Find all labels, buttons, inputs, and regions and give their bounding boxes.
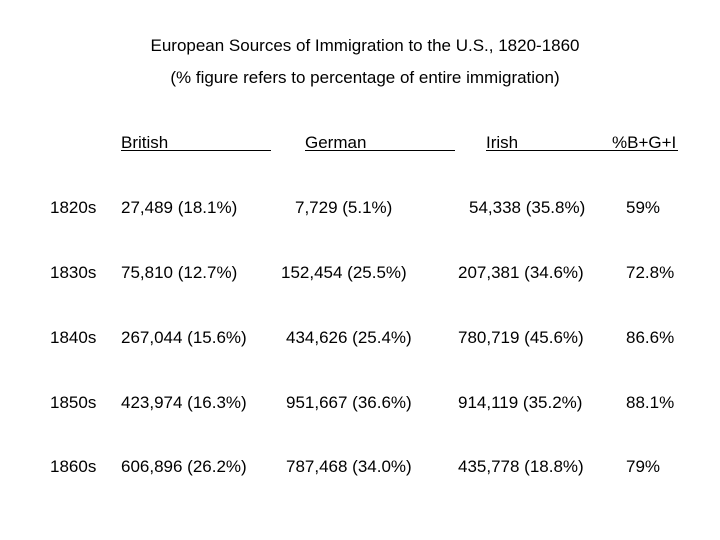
cell-irish: 54,338 (35.8%) [469,198,586,217]
cell-german: 951,667 (36.6%) [286,393,412,412]
cell-british: 27,489 (18.1%) [121,198,238,217]
page-subtitle: (% figure refers to percentage of entire… [170,68,560,87]
row-decade: 1860s [50,457,97,476]
cell-british: 606,896 (26.2%) [121,457,247,476]
cell-german: 434,626 (25.4%) [286,328,412,347]
header-bgi-underline [612,150,678,151]
cell-irish: 780,719 (45.6%) [458,328,584,347]
header-irish-underline [486,150,612,151]
cell-irish: 914,119 (35.2%) [458,393,583,412]
cell-bgi: 88.1% [626,393,675,412]
cell-british: 423,974 (16.3%) [121,393,247,412]
cell-british: 75,810 (12.7%) [121,263,238,282]
header-german-underline [305,150,455,151]
row-decade: 1820s [50,198,97,217]
header-british-underline [121,150,271,151]
cell-british: 267,044 (15.6%) [121,328,247,347]
header-german: German [305,133,367,152]
cell-bgi: 86.6% [626,328,675,347]
cell-bgi: 72.8% [626,263,675,282]
row-decade: 1850s [50,393,97,412]
cell-bgi: 79% [626,457,661,476]
row-decade: 1840s [50,328,97,347]
cell-irish: 435,778 (18.8%) [458,457,584,476]
header-irish: Irish [486,133,519,152]
cell-german: 787,468 (34.0%) [286,457,412,476]
cell-bgi: 59% [626,198,661,217]
cell-german: 152,454 (25.5%) [281,263,407,282]
cell-german: 7,729 (5.1%) [295,198,393,217]
row-decade: 1830s [50,263,97,282]
header-british: British [121,133,169,152]
cell-irish: 207,381 (34.6%) [458,263,584,282]
header-bgi: %B+G+I [612,133,677,152]
page-title: European Sources of Immigration to the U… [150,36,580,55]
